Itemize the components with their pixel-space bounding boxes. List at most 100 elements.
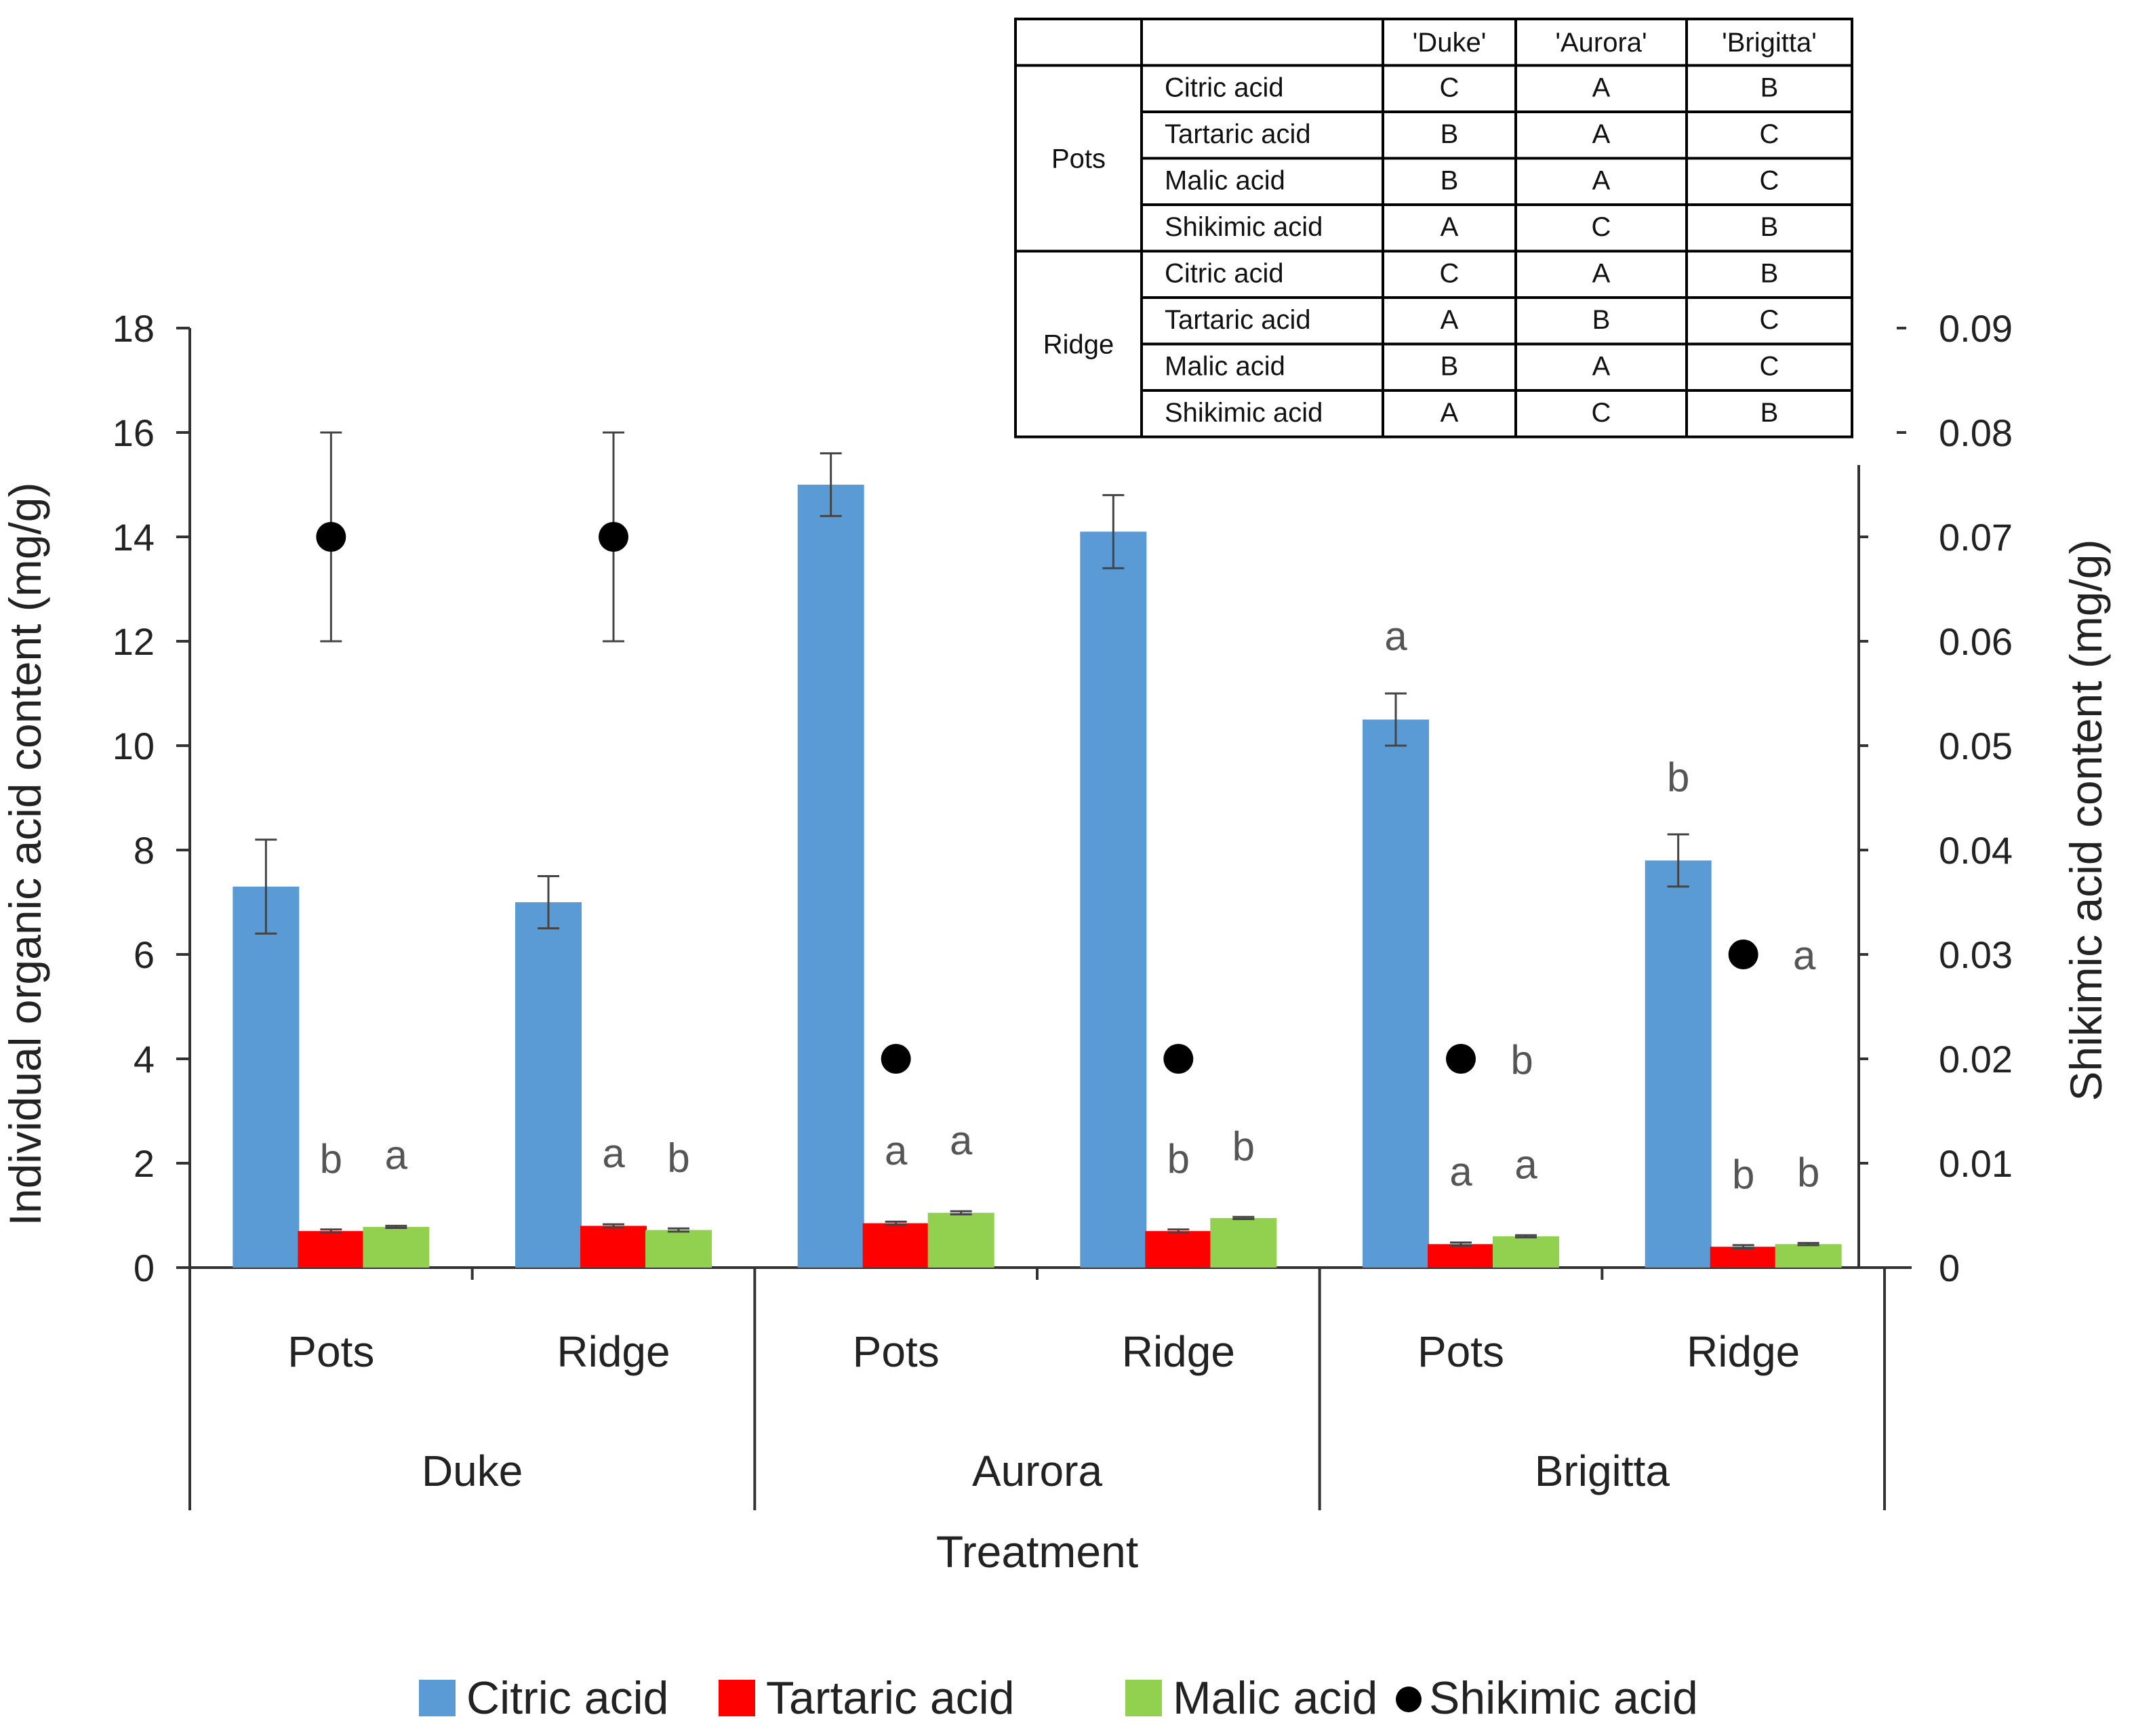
y-tick-label: 2 [134,1142,155,1185]
bar-tartaric-acid [298,1231,365,1268]
table-header: 'Brigitta' [1722,28,1817,58]
y-tick-label: 14 [113,516,155,559]
table-cell: C [1440,259,1459,289]
y2-tick-label: 0.05 [1939,725,2013,767]
y2-tick-label: 0.01 [1939,1142,2013,1185]
table-cell: C [1592,212,1611,242]
significance-letter: b [1510,1037,1533,1083]
significance-letter: a [1449,1149,1472,1194]
table-cell: A [1592,166,1611,196]
table-cell: B [1760,398,1779,428]
significance-letter: a [602,1131,625,1176]
bar-citric-acid [1080,531,1147,1268]
y2-tick-label: 0.09 [1939,307,2013,350]
category-label: Ridge [1122,1327,1235,1376]
bar-malic-acid [645,1230,712,1268]
bar-tartaric-acid [862,1223,929,1268]
table-cell: B [1760,73,1779,103]
table-acid-name: Shikimic acid [1165,398,1323,428]
significance-letter: a [1793,933,1816,978]
table-acid-name: Malic acid [1165,352,1285,382]
y2-tick-label: 0.08 [1939,411,2013,454]
error-bars [255,431,1819,1250]
table-acid-name: Shikimic acid [1165,212,1323,242]
table-cell: A [1592,352,1611,382]
legend-swatch [719,1680,755,1716]
table-cell: A [1441,398,1459,428]
bar-malic-acid [1775,1244,1842,1268]
bar-malic-acid [1210,1217,1277,1268]
shikimic-points [316,522,1758,1074]
bar-tartaric-acid [1710,1247,1777,1268]
table-cell: B [1441,119,1459,149]
y2-tick-label: 0.02 [1939,1038,2013,1081]
legend-marker [1396,1687,1422,1712]
bar-malic-acid [927,1213,994,1268]
table-cell: C [1760,119,1779,149]
significance-letter: a [950,1118,973,1163]
table-cell: C [1592,398,1611,428]
table-acid-name: Citric acid [1165,259,1284,289]
significance-table: 'Duke' 'Aurora' 'Brigitta' Pots Citric acid C… [1014,18,1853,439]
axes-lines [176,327,1912,1510]
table-cell: A [1592,73,1611,103]
table-acid-name: Malic acid [1165,166,1285,196]
x-axis-title: Treatment [936,1527,1138,1577]
significance-letter: b [667,1135,689,1180]
point-shikimic-acid [1446,1044,1476,1074]
table-cell: B [1441,352,1459,382]
y-tick-label: 16 [113,411,155,454]
table-cell: B [1592,305,1611,335]
table-acid-name: Tartaric acid [1165,119,1311,149]
bar-tartaric-acid [1428,1244,1494,1268]
table-cell: B [1760,259,1779,289]
legend-label: Malic acid [1173,1672,1377,1724]
point-shikimic-acid [1163,1044,1194,1074]
legend-swatch [1125,1680,1162,1716]
bar-citric-acid [1645,860,1712,1268]
legend-label: Citric acid [466,1672,669,1724]
significance-letter: a [385,1132,408,1177]
significance-letter: b [1797,1150,1819,1195]
y2-tick-label: 0 [1939,1247,1960,1289]
table-cell: B [1441,166,1459,196]
table-cell: A [1592,119,1611,149]
bar-citric-acid [1363,719,1429,1268]
y2-axis-title: Shikimic acid content (mg/g) [2061,540,2111,1102]
significance-letter: a [885,1128,908,1173]
table-acid-name: Citric acid [1165,73,1284,103]
table-acid-name: Tartaric acid [1165,305,1311,335]
y-tick-label: 0 [134,1247,155,1289]
table-header: 'Aurora' [1555,28,1647,58]
bar-tartaric-acid [1145,1231,1212,1268]
bar-malic-acid [1493,1236,1559,1268]
category-label: Pots [853,1327,940,1376]
table-cell: B [1760,212,1779,242]
bar-citric-acid [797,485,864,1268]
point-shikimic-acid [316,522,346,552]
group-label: Brigitta [1535,1447,1670,1495]
y-tick-label: 8 [134,829,155,872]
significance-letters: abb a a b a ba b a b a bba [320,613,1820,1197]
table-frame [1014,18,1853,439]
category-labels: Pots Ridge Duke Pots Ridge Aurora Pots Ridge Bri… [287,1327,1800,1495]
bar-malic-acid [363,1226,430,1268]
legend-swatch [419,1680,456,1716]
y2-tick-label: 0.03 [1939,933,2013,976]
bar-tartaric-acid [580,1226,647,1268]
tick-labels: 0 2 4 6 8 10 12 14 16 18 0 0.01 0.02 0.03 0.04 0.05 0.06… [113,307,2013,1289]
table-cell: C [1760,352,1779,382]
point-shikimic-acid [1728,940,1758,969]
y-tick-label: 4 [134,1038,155,1081]
y-axis-title: Individual organic acid content (mg/g) [0,483,50,1226]
y2-tick-label: 0.06 [1939,620,2013,663]
category-label: Pots [1417,1327,1504,1376]
significance-letter: b [1667,754,1689,800]
point-shikimic-acid [599,522,628,552]
y2-tick-label: 0.04 [1939,829,2013,872]
legend-label: Shikimic acid [1429,1672,1698,1724]
bar-citric-acid [233,886,300,1268]
table-header: 'Duke' [1413,28,1487,58]
table-cell: A [1441,212,1459,242]
